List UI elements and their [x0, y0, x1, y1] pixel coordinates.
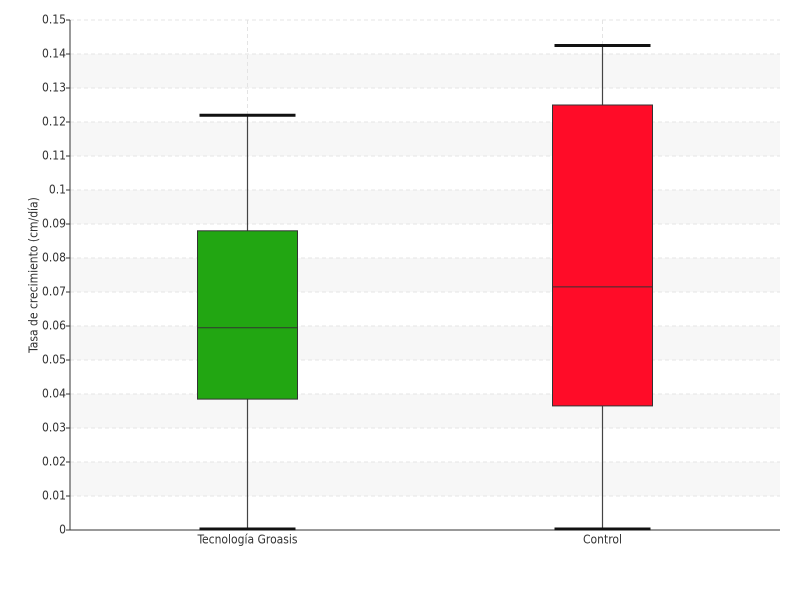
y-tick-label: 0.08: [42, 251, 66, 265]
grid-band: [70, 394, 780, 428]
grid-band: [70, 54, 780, 88]
y-tick-label: 0.1: [49, 183, 66, 197]
y-tick-label: 0.04: [42, 387, 66, 401]
x-tick-label: Control: [583, 533, 622, 547]
grid-band: [70, 258, 780, 292]
y-tick-label: 0.13: [42, 81, 66, 95]
x-tick-label: Tecnología Groasis: [196, 533, 297, 547]
y-tick-label: 0.15: [42, 13, 66, 27]
y-tick-label: 0.09: [42, 217, 66, 231]
y-tick-label: 0.06: [42, 319, 66, 333]
y-tick-label: 0.05: [42, 353, 66, 367]
y-tick-label: 0.07: [42, 285, 66, 299]
box: [197, 230, 298, 400]
grid-band: [70, 190, 780, 224]
y-tick-label: 0.12: [42, 115, 66, 129]
y-tick-label: 0.14: [42, 47, 66, 61]
box: [552, 104, 653, 407]
y-tick-label: 0.11: [42, 149, 66, 163]
y-tick-label: 0.01: [42, 489, 66, 503]
y-axis-label: Tasa de crecimiento (cm/día): [27, 197, 41, 354]
grid-band: [70, 326, 780, 360]
y-tick-label: 0: [59, 523, 66, 537]
grid-band: [70, 462, 780, 496]
y-tick-label: 0.02: [42, 455, 66, 469]
y-tick-label: 0.03: [42, 421, 66, 435]
grid-band: [70, 122, 780, 156]
